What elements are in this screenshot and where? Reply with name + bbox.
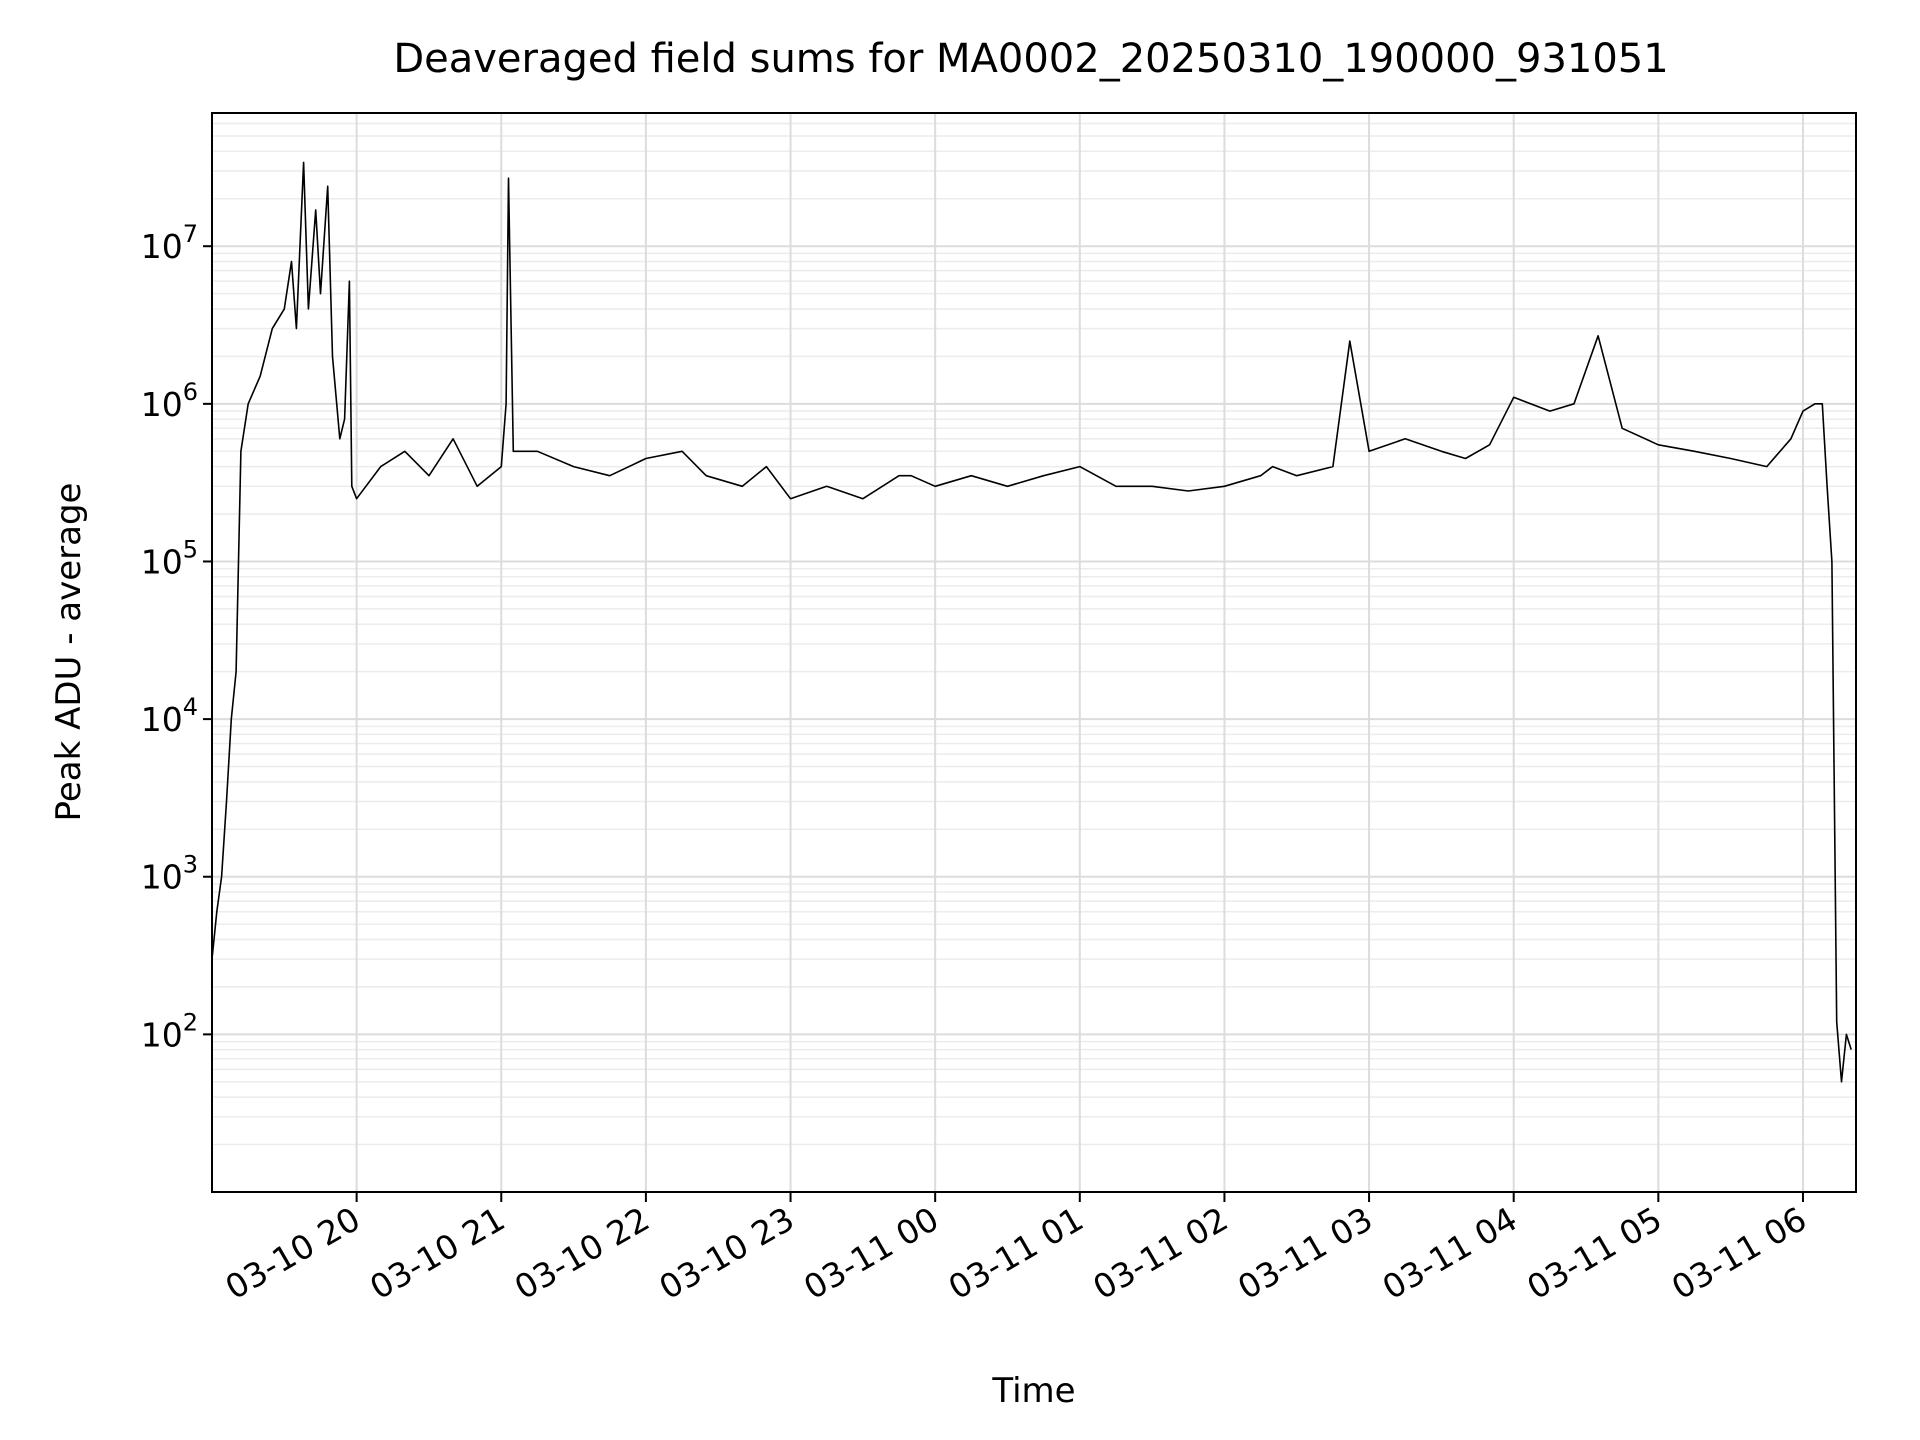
y-gridlines — [212, 112, 1856, 1193]
y-tick-label: 104 — [141, 693, 198, 739]
series-line — [211, 161, 1852, 1083]
data-series — [211, 161, 1852, 1083]
y-tick-label: 107 — [141, 220, 198, 266]
chart-title: Deaveraged field sums for MA0002_2025031… — [393, 36, 1668, 82]
y-axis-ticks: 102 103 104 105 106 107 — [141, 220, 212, 1054]
y-axis-label: Peak ADU - average — [49, 483, 89, 822]
y-tick-label: 102 — [141, 1008, 198, 1054]
y-tick-label: 103 — [141, 851, 198, 897]
y-tick-label: 105 — [141, 535, 198, 581]
x-axis-label: Time — [991, 1371, 1075, 1411]
plot-frame — [211, 112, 1857, 1193]
y-tick-label: 106 — [141, 378, 198, 424]
x-gridlines — [355, 113, 1804, 1192]
